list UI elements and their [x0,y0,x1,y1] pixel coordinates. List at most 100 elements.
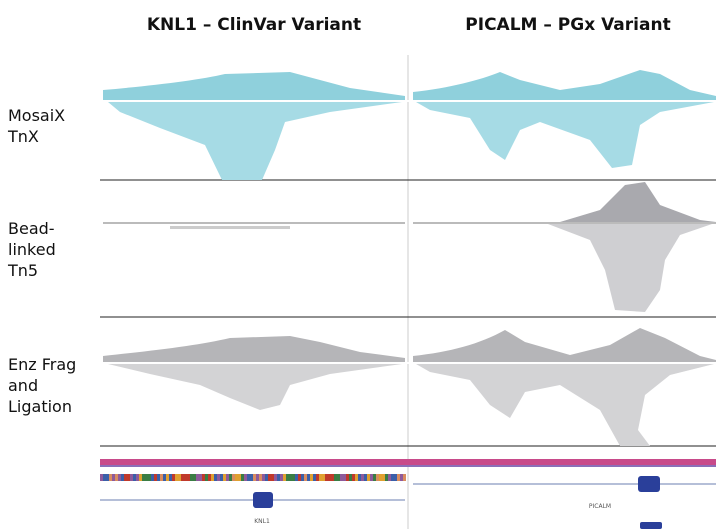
base [376,474,379,481]
base [361,474,364,481]
base [265,474,268,481]
base [403,474,406,481]
column-title: KNL1 – ClinVar Variant [147,15,361,35]
base [280,474,283,481]
base [346,474,349,481]
base [199,474,202,481]
base [364,474,367,481]
base [157,474,160,481]
row-label: Ligation [8,397,72,416]
base [235,474,238,481]
base [172,474,175,481]
base [154,474,157,481]
base [244,474,247,481]
base [103,474,106,481]
base [310,474,313,481]
base [322,474,325,481]
base [262,474,265,481]
base [124,474,127,481]
base [118,474,121,481]
base [100,474,103,481]
base [151,474,154,481]
base [229,474,232,481]
base [301,474,304,481]
row-label: Tn5 [7,261,38,280]
base [169,474,172,481]
figure: KNL1 – ClinVar Variant PICALM – PGx Vari… [0,0,716,529]
base [343,474,346,481]
base [379,474,382,481]
base [223,474,226,481]
base [304,474,307,481]
base [271,474,274,481]
base [382,474,385,481]
base [307,474,310,481]
base [205,474,208,481]
base [289,474,292,481]
base [283,474,286,481]
base [397,474,400,481]
base [373,474,376,481]
base [394,474,397,481]
row-label: linked [8,240,56,259]
base [268,474,271,481]
base [298,474,301,481]
base [112,474,115,481]
base [388,474,391,481]
base [145,474,148,481]
base [241,474,244,481]
base [202,474,205,481]
base [136,474,139,481]
base [295,474,298,481]
base [352,474,355,481]
base [232,474,235,481]
base [370,474,373,481]
base [220,474,223,481]
coverage-track [103,328,716,446]
base [142,474,145,481]
base [292,474,295,481]
base [313,474,316,481]
base [277,474,280,481]
row-label: MosaiX [8,106,65,125]
base [400,474,403,481]
coverage-track [103,182,716,312]
base [211,474,214,481]
base [337,474,340,481]
base [127,474,130,481]
base [334,474,337,481]
base [316,474,319,481]
base [328,474,331,481]
base [106,474,109,481]
base [193,474,196,481]
row-label: Enz Frag [8,355,76,374]
base [109,474,112,481]
base [256,474,259,481]
sequence-bar [100,474,406,481]
base [175,474,178,481]
base [217,474,220,481]
coverage-track [103,70,716,180]
row-label: TnX [7,127,39,146]
base [274,474,277,481]
base [208,474,211,481]
base [367,474,370,481]
base [115,474,118,481]
row-label: Bead- [8,219,55,238]
base [286,474,289,481]
base [184,474,187,481]
base [349,474,352,481]
base [190,474,193,481]
gene-label: KNL1 [254,518,270,525]
base [166,474,169,481]
base [160,474,163,481]
base [181,474,184,481]
base [253,474,256,481]
base [385,474,388,481]
base [238,474,241,481]
gene-label: PICALM [589,503,611,510]
base [331,474,334,481]
base [259,474,262,481]
base [250,474,253,481]
column-title: PICALM – PGx Variant [465,15,670,35]
